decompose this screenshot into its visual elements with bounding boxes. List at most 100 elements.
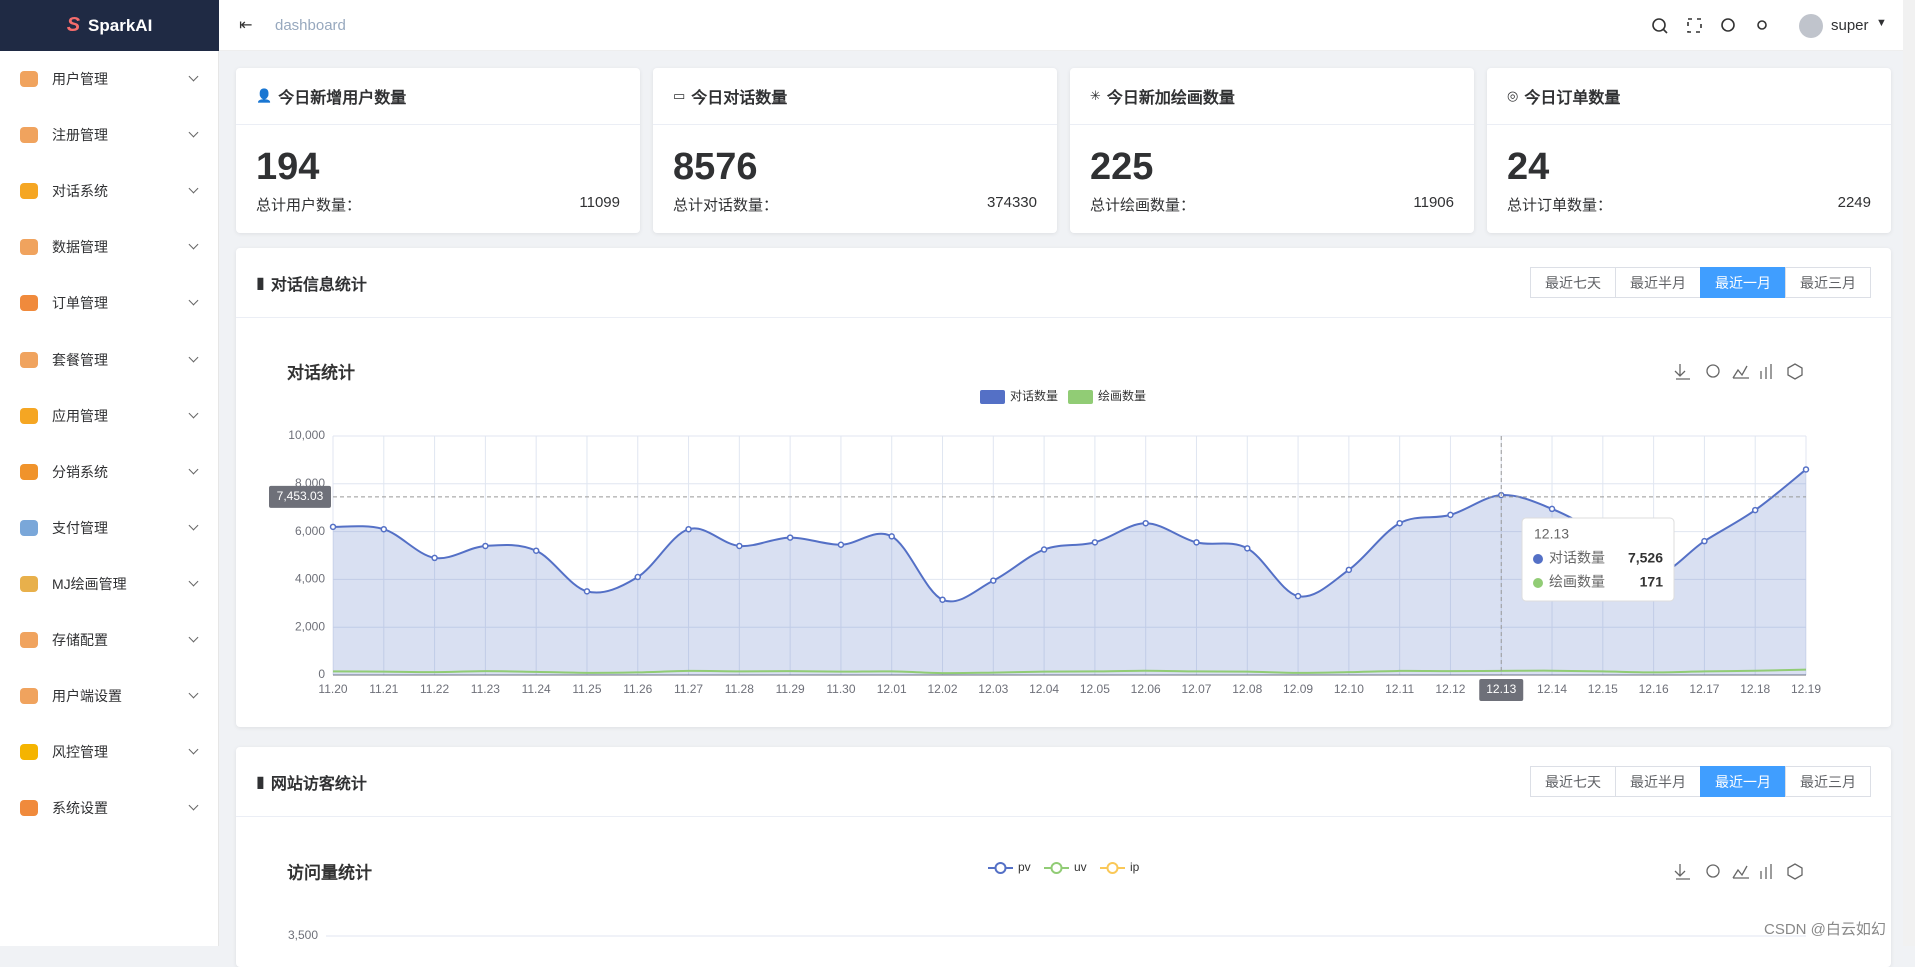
- stat-card: ◎ 今日订单数量 24 总计订单数量： 2249: [1487, 68, 1891, 233]
- menu-item[interactable]: 数据管理: [0, 227, 219, 267]
- menu-icon: [20, 295, 38, 312]
- menu-icon: [20, 351, 38, 368]
- card-total: 11099: [579, 194, 620, 211]
- card-total: 2249: [1837, 194, 1871, 211]
- range-buttons: 最近七天 最近半月 最近一月 最近三月: [1530, 267, 1871, 298]
- card-total: 11906: [1413, 194, 1454, 211]
- card-total-label: 总计用户数量：: [256, 197, 362, 214]
- menu-arrow: [188, 408, 199, 419]
- range-button[interactable]: 最近一月: [1700, 267, 1786, 298]
- menu-item[interactable]: MJ绘画管理: [0, 564, 219, 604]
- menu-icon: [20, 407, 38, 424]
- menu-arrow: [188, 352, 199, 362]
- menu-icon: [20, 688, 38, 705]
- card-icon: ▭: [673, 88, 686, 103]
- stat-card: 👤 今日新增用户数量 194 总计用户数量： 11099: [236, 68, 640, 233]
- fullscreen-icon[interactable]: [1687, 18, 1702, 33]
- sidebar: S SparkAI 用户管理注册管理对话系统数据管理订单管理套餐管理应用管理分销系…: [0, 0, 219, 946]
- menu-item[interactable]: 订单管理: [0, 283, 219, 323]
- menu-label: 用户管理: [52, 71, 108, 87]
- menu-item[interactable]: 系统设置: [0, 788, 219, 828]
- menu-label: 订单管理: [52, 295, 108, 312]
- refresh-icon[interactable]: [1721, 18, 1735, 32]
- menu-icon: [20, 632, 38, 648]
- card-total-label: 总计绘画数量：: [1090, 197, 1196, 214]
- menu-item[interactable]: 分销系统: [0, 452, 219, 492]
- card-value: 225: [1090, 146, 1154, 188]
- menu-item[interactable]: 用户端设置: [0, 676, 219, 716]
- menu-item[interactable]: 对话系统: [0, 171, 219, 211]
- menu-arrow: [188, 239, 199, 250]
- card-total: 374330: [986, 194, 1037, 211]
- stat-card: ▭ 今日对话数量 8576 总计对话数量： 374330: [653, 68, 1057, 233]
- scrollbar[interactable]: [1903, 0, 1915, 946]
- menu-item[interactable]: 风控管理: [0, 732, 219, 772]
- visit-section: ▮ 网站访客统计 最近七天 最近半月 最近一月 最近三月: [236, 747, 1891, 967]
- range-button[interactable]: 最近一月: [1700, 766, 1786, 797]
- card-icon: 👤: [256, 88, 273, 103]
- range-button[interactable]: 最近三月: [1785, 766, 1871, 797]
- menu-item[interactable]: 存储配置: [0, 620, 219, 660]
- card-title: 今日新加绘画数量: [1106, 90, 1235, 107]
- menu-icon: [20, 519, 38, 536]
- menu-arrow: [188, 744, 199, 755]
- menu-label: 用户端设置: [52, 688, 122, 705]
- breadcrumb[interactable]: dashboard: [275, 17, 346, 34]
- range-button[interactable]: 最近半月: [1615, 766, 1701, 797]
- range-button[interactable]: 最近七天: [1530, 267, 1616, 298]
- topbar: ⇤ dashboard super ▼: [219, 0, 1915, 51]
- menu-label: 支付管理: [52, 519, 108, 536]
- card-icon: ✳: [1090, 88, 1101, 103]
- card-icon: ◎: [1507, 88, 1519, 103]
- menu-label: 风控管理: [52, 744, 108, 761]
- menu-arrow: [188, 295, 199, 306]
- range-button[interactable]: 最近三月: [1785, 267, 1871, 298]
- menu-label: 存储配置: [52, 632, 108, 648]
- card-header: ▭ 今日对话数量: [653, 68, 1057, 125]
- menu-item[interactable]: 套餐管理: [0, 340, 219, 380]
- stat-card: ✳ 今日新加绘画数量 225 总计绘画数量： 11906: [1070, 68, 1474, 233]
- range-button[interactable]: 最近七天: [1530, 766, 1616, 797]
- menu-item[interactable]: 注册管理: [0, 115, 219, 155]
- menu-icon: [20, 127, 38, 144]
- menu-item[interactable]: 应用管理: [0, 396, 219, 436]
- menu-item[interactable]: 支付管理: [0, 508, 219, 548]
- search-icon[interactable]: [1652, 18, 1666, 32]
- logo-icon: S: [66, 14, 81, 36]
- logo[interactable]: S SparkAI: [0, 0, 219, 51]
- card-value: 24: [1507, 146, 1550, 188]
- menu-icon: [20, 71, 38, 87]
- menu-label: 注册管理: [52, 127, 108, 144]
- menu-arrow: [188, 71, 199, 82]
- watermark: CSDN @白云如幻: [1764, 921, 1886, 938]
- avatar[interactable]: [1799, 14, 1823, 38]
- collapse-toggle[interactable]: ⇤: [239, 17, 253, 34]
- card-value: 194: [256, 146, 320, 188]
- menu-label: 对话系统: [52, 183, 108, 200]
- brand: SparkAI: [88, 15, 153, 35]
- chat-section: ▮ 对话信息统计 最近七天 最近半月 最近一月 最近三月: [236, 248, 1891, 727]
- theme-icon[interactable]: [1757, 20, 1767, 30]
- user-name[interactable]: super: [1831, 17, 1869, 34]
- section-header: ▮ 网站访客统计: [236, 747, 1891, 817]
- card-header: 👤 今日新增用户数量: [236, 68, 640, 125]
- user-caret[interactable]: ▼: [1876, 17, 1887, 29]
- toolbar-icons: [1652, 18, 1767, 34]
- card-header: ✳ 今日新加绘画数量: [1070, 68, 1474, 125]
- menu-label: 套餐管理: [52, 351, 108, 368]
- card-title: 今日对话数量: [691, 90, 788, 107]
- menu-icon: [20, 744, 38, 761]
- menu-arrow: [188, 127, 199, 138]
- card-total-label: 总计订单数量：: [1507, 197, 1613, 214]
- menu-icon: [20, 575, 38, 592]
- menu-item[interactable]: 用户管理: [0, 59, 219, 99]
- menu-label: 应用管理: [52, 407, 108, 424]
- menu-arrow: [188, 183, 199, 194]
- menu-arrow: [188, 520, 199, 531]
- menu-icon: [20, 183, 38, 200]
- menu-icon: [20, 463, 38, 480]
- range-button[interactable]: 最近半月: [1615, 267, 1701, 298]
- card-title: 今日订单数量: [1524, 90, 1621, 107]
- menu-label: 系统设置: [52, 800, 108, 817]
